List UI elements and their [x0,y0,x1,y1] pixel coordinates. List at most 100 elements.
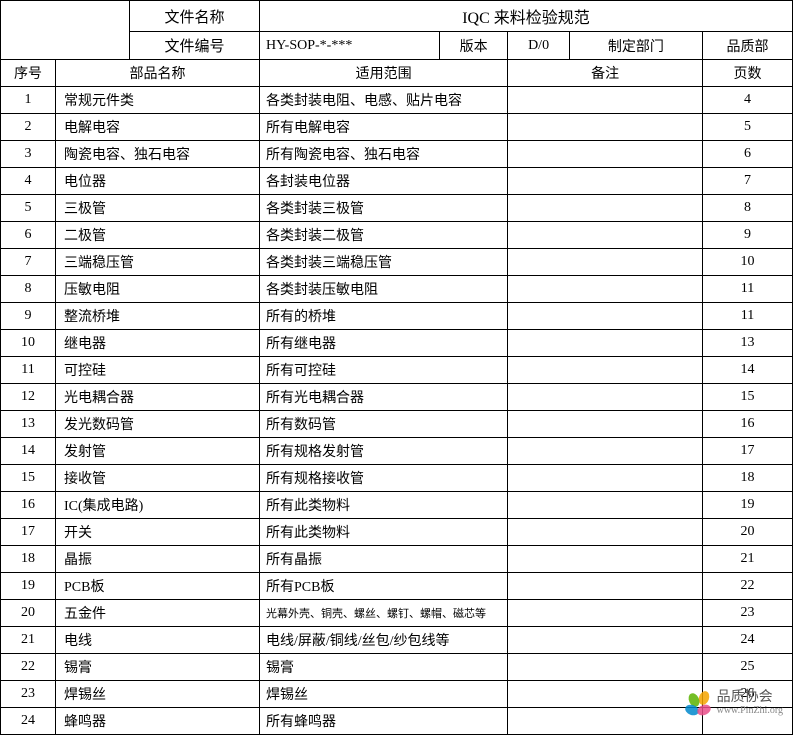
cell-seq: 18 [1,546,56,573]
cell-page: 17 [703,438,793,465]
table-row: 8压敏电阻各类封装压敏电阻11 [1,276,793,303]
cell-remark [508,681,703,708]
iqc-spec-table: 文件名称 IQC 来料检验规范 文件编号 HY-SOP-*-*** 版本 D/0… [0,0,793,735]
cell-scope: 所有数码管 [260,411,508,438]
table-row: 2电解电容所有电解电容5 [1,114,793,141]
cell-page: 6 [703,141,793,168]
cell-seq: 2 [1,114,56,141]
cell-seq: 8 [1,276,56,303]
cell-scope: 锡膏 [260,654,508,681]
cell-name: 焊锡丝 [56,681,260,708]
table-row: 23焊锡丝焊锡丝26 [1,681,793,708]
cell-name: 二极管 [56,222,260,249]
cell-seq: 23 [1,681,56,708]
cell-scope: 所有的桥堆 [260,303,508,330]
table-row: 5三极管各类封装三极管8 [1,195,793,222]
cell-page: 23 [703,600,793,627]
cell-page: 16 [703,411,793,438]
cell-remark [508,492,703,519]
cell-name: 发光数码管 [56,411,260,438]
fileno-label: 文件编号 [130,32,260,60]
cell-name: 常规元件类 [56,87,260,114]
cell-remark [508,627,703,654]
cell-name: 晶振 [56,546,260,573]
cell-remark [508,303,703,330]
cell-seq: 24 [1,708,56,735]
cell-remark [508,654,703,681]
col-name-header: 部品名称 [56,60,260,87]
cell-name: 五金件 [56,600,260,627]
cell-seq: 17 [1,519,56,546]
cell-scope: 电线/屏蔽/铜线/丝包/纱包线等 [260,627,508,654]
cell-name: 蜂鸣器 [56,708,260,735]
column-header-row: 序号 部品名称 适用范围 备注 页数 [1,60,793,87]
cell-seq: 16 [1,492,56,519]
cell-remark [508,357,703,384]
cell-seq: 15 [1,465,56,492]
cell-scope: 所有蜂鸣器 [260,708,508,735]
cell-seq: 20 [1,600,56,627]
cell-page: 11 [703,276,793,303]
cell-page: 25 [703,654,793,681]
cell-remark [508,465,703,492]
cell-seq: 21 [1,627,56,654]
cell-name: 可控硅 [56,357,260,384]
cell-remark [508,384,703,411]
cell-scope: 所有可控硅 [260,357,508,384]
col-seq-header: 序号 [1,60,56,87]
cell-name: 三端稳压管 [56,249,260,276]
cell-scope: 所有继电器 [260,330,508,357]
cell-page: 10 [703,249,793,276]
table-row: 22锡膏锡膏25 [1,654,793,681]
cell-page: 15 [703,384,793,411]
table-row: 16IC(集成电路)所有此类物料19 [1,492,793,519]
cell-name: 继电器 [56,330,260,357]
cell-scope: 各类封装三极管 [260,195,508,222]
cell-scope: 所有陶瓷电容、独石电容 [260,141,508,168]
cell-name: 发射管 [56,438,260,465]
table-row: 17开关所有此类物料20 [1,519,793,546]
cell-seq: 3 [1,141,56,168]
cell-scope: 所有规格发射管 [260,438,508,465]
fileno-value: HY-SOP-*-*** [260,32,440,60]
document-title: IQC 来料检验规范 [260,1,793,32]
table-row: 19PCB板所有PCB板22 [1,573,793,600]
cell-remark [508,519,703,546]
cell-name: PCB板 [56,573,260,600]
cell-seq: 19 [1,573,56,600]
cell-page: 11 [703,303,793,330]
table-row: 7三端稳压管各类封装三端稳压管10 [1,249,793,276]
cell-name: 整流桥堆 [56,303,260,330]
version-value: D/0 [508,32,569,60]
cell-remark [508,438,703,465]
dept-label: 制定部门 [569,32,702,60]
cell-scope: 各类封装三端稳压管 [260,249,508,276]
cell-remark [508,573,703,600]
cell-scope: 光幕外壳、铜壳、螺丝、螺钉、螺帽、磁芯等 [260,600,508,627]
cell-seq: 14 [1,438,56,465]
table-row: 1常规元件类各类封装电阻、电感、贴片电容4 [1,87,793,114]
cell-name: 电解电容 [56,114,260,141]
cell-scope: 所有此类物料 [260,519,508,546]
cell-name: 光电耦合器 [56,384,260,411]
cell-seq: 5 [1,195,56,222]
cell-scope: 所有规格接收管 [260,465,508,492]
table-row: 24蜂鸣器所有蜂鸣器 [1,708,793,735]
cell-seq: 11 [1,357,56,384]
cell-page: 22 [703,573,793,600]
cell-remark [508,330,703,357]
table-row: 3陶瓷电容、独石电容所有陶瓷电容、独石电容6 [1,141,793,168]
cell-page: 13 [703,330,793,357]
cell-page: 20 [703,519,793,546]
cell-seq: 4 [1,168,56,195]
cell-page: 5 [703,114,793,141]
cell-remark [508,411,703,438]
dept-value: 品质部 [703,32,793,60]
cell-page: 8 [703,195,793,222]
cell-name: 电线 [56,627,260,654]
header-row-1: 文件名称 IQC 来料检验规范 [1,1,793,32]
cell-scope: 所有晶振 [260,546,508,573]
filename-label: 文件名称 [130,1,260,32]
table-row: 14发射管所有规格发射管 17 [1,438,793,465]
cell-scope: 各类封装压敏电阻 [260,276,508,303]
